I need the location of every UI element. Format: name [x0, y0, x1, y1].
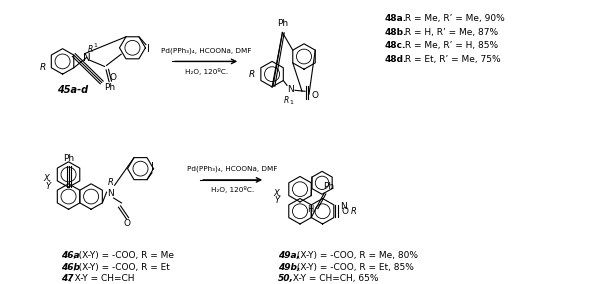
Text: Y: Y — [274, 196, 279, 205]
Text: 48a.: 48a. — [385, 14, 407, 23]
Text: O: O — [311, 91, 319, 100]
Text: 48c.: 48c. — [385, 41, 406, 50]
Text: R = H, R’ = Me, 87%: R = H, R’ = Me, 87% — [402, 28, 498, 37]
Text: 47: 47 — [61, 274, 73, 283]
Text: , (X-Y) = -COO, R = Et: , (X-Y) = -COO, R = Et — [72, 262, 169, 272]
Text: , X-Y = CH=CH: , X-Y = CH=CH — [69, 274, 134, 283]
Text: H: H — [307, 205, 313, 214]
Text: R: R — [88, 45, 93, 54]
Text: O: O — [123, 219, 130, 228]
Text: R: R — [249, 70, 255, 79]
Text: N: N — [340, 202, 347, 211]
Text: R = Me, R’ = H, 85%: R = Me, R’ = H, 85% — [402, 41, 498, 50]
Text: R = Et, R’ = Me, 75%: R = Et, R’ = Me, 75% — [402, 55, 500, 64]
Text: X-Y = CH=CH, 65%: X-Y = CH=CH, 65% — [290, 274, 379, 283]
Text: (X-Y) = -COO, R = Me, 80%: (X-Y) = -COO, R = Me, 80% — [294, 251, 418, 260]
Text: 49a,: 49a, — [278, 251, 300, 260]
Text: R: R — [351, 207, 357, 216]
Text: Pd(PPh₃)₄, HCOONa, DMF: Pd(PPh₃)₄, HCOONa, DMF — [161, 47, 251, 54]
Text: 1: 1 — [93, 43, 98, 48]
Text: H₂O, 120ºC.: H₂O, 120ºC. — [185, 68, 228, 75]
Text: 46a: 46a — [61, 251, 79, 260]
Text: 49b,: 49b, — [278, 262, 300, 272]
Text: , (X-Y) = -COO, R = Me: , (X-Y) = -COO, R = Me — [72, 251, 174, 260]
Text: Y: Y — [45, 182, 50, 191]
Text: R: R — [284, 96, 289, 105]
Text: N: N — [107, 189, 114, 198]
Text: R: R — [107, 178, 114, 187]
Text: Ph: Ph — [277, 19, 288, 28]
Text: 46b: 46b — [61, 262, 80, 272]
Text: Ph: Ph — [63, 154, 74, 163]
Text: 48d.: 48d. — [385, 55, 407, 64]
Text: 50,: 50, — [278, 274, 294, 283]
Text: N: N — [83, 53, 90, 62]
Text: X,: X, — [273, 189, 281, 197]
Text: 48b.: 48b. — [385, 28, 407, 37]
Text: Ph: Ph — [322, 182, 334, 191]
Text: (X-Y) = -COO, R = Et, 85%: (X-Y) = -COO, R = Et, 85% — [294, 262, 414, 272]
Text: I: I — [150, 162, 154, 172]
Text: O: O — [341, 207, 348, 216]
Text: H₂O, 120ºC.: H₂O, 120ºC. — [211, 186, 254, 193]
Text: N: N — [287, 85, 293, 94]
Text: Pd(PPh₃)₄, HCOONa, DMF: Pd(PPh₃)₄, HCOONa, DMF — [187, 166, 278, 172]
Text: R = Me, R’ = Me, 90%: R = Me, R’ = Me, 90% — [402, 14, 504, 23]
Text: 1: 1 — [289, 100, 293, 105]
Text: 45a-d: 45a-d — [57, 85, 88, 95]
Text: I: I — [147, 43, 150, 53]
Text: O: O — [110, 73, 117, 82]
Text: X,: X, — [44, 174, 52, 183]
Text: R: R — [39, 63, 45, 72]
Text: Ph: Ph — [104, 83, 115, 92]
